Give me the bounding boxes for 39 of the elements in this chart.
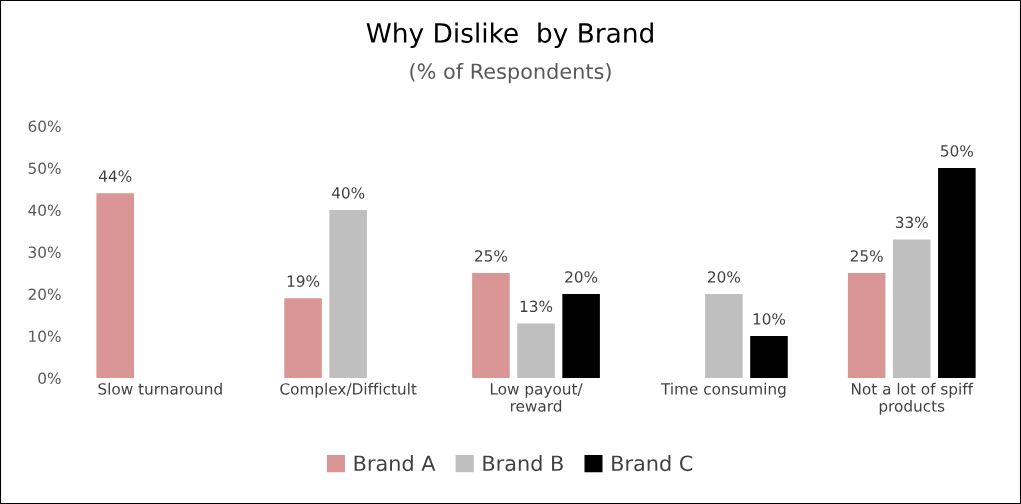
bar (517, 323, 555, 378)
bar (938, 168, 976, 378)
y-tick-label: 0% (38, 372, 61, 385)
data-label: 33% (895, 216, 928, 229)
data-label: 40% (331, 187, 365, 199)
x-tick-label: Slow turnaround (98, 382, 222, 395)
bar (284, 298, 322, 378)
data-label: 25% (475, 250, 508, 262)
data-label: 50% (941, 145, 973, 157)
y-tick-label: 50% (28, 162, 61, 175)
bar (705, 294, 743, 378)
y-tick-label: 30% (28, 246, 61, 259)
legend-label: Brand A (354, 455, 436, 472)
bar (750, 336, 788, 378)
data-label: 10% (753, 313, 786, 325)
bar (892, 239, 931, 378)
bar (562, 294, 600, 378)
data-label: 19% (287, 275, 320, 287)
y-tick-label: 40% (28, 204, 61, 217)
chart-subtitle: (% of Respondents) (410, 63, 611, 84)
legend-label: Brand C (612, 455, 693, 472)
data-label: 20% (565, 271, 598, 283)
y-tick-label: 60% (28, 120, 61, 133)
x-tick-label: Time consuming (660, 382, 786, 398)
data-label: 20% (708, 271, 741, 283)
x-tick-label: Complex/Diffictult (280, 382, 417, 398)
bar (329, 210, 367, 378)
chart-title: Why Dislike by Brand (366, 22, 653, 49)
y-tick-label: 20% (28, 288, 61, 301)
bar (96, 193, 134, 378)
legend-label: Brand B (483, 455, 563, 472)
x-tick-label: Low payout/ reward (490, 383, 583, 412)
data-label: 44% (98, 170, 132, 182)
y-tick-label: 10% (29, 330, 61, 343)
x-tick-label: Not a lot of spiff products (851, 382, 974, 415)
bar (472, 273, 510, 378)
bar (847, 273, 886, 378)
data-label: 13% (520, 300, 553, 313)
data-label: 25% (850, 250, 883, 262)
